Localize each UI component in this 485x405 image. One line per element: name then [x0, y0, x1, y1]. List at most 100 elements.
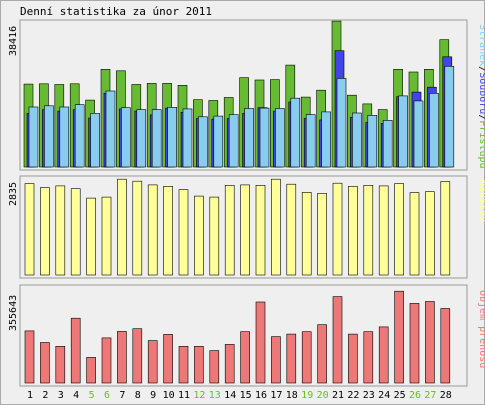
bar-pages — [275, 108, 285, 168]
panel-hits: 38416 Stránek/Souborů/Přístupů — [8, 19, 485, 171]
bar-visits — [409, 192, 420, 276]
x-tick-label: 8 — [135, 390, 141, 401]
bar-pages — [290, 97, 301, 168]
bar-visits — [178, 189, 189, 276]
bar-volume — [40, 342, 50, 384]
bar-volume — [332, 296, 343, 384]
bar-pages — [429, 93, 439, 168]
bar-volume — [394, 290, 404, 384]
bar-pages — [398, 95, 408, 168]
bar-visits — [70, 188, 81, 276]
bar-volume — [301, 331, 312, 384]
bar-visits — [255, 185, 266, 276]
bar-visits — [394, 183, 404, 276]
bar-visits — [101, 196, 112, 276]
x-tick-label: 26 — [409, 390, 421, 401]
bar-pages — [352, 112, 362, 168]
x-tick-label: 20 — [317, 390, 329, 401]
bar-volume — [240, 331, 250, 384]
x-tick-label: 6 — [104, 390, 110, 401]
bar-volume — [224, 344, 235, 384]
bar-volume — [440, 308, 451, 384]
bar-pages — [382, 120, 393, 168]
bar-volume — [425, 301, 435, 384]
x-tick-label: 16 — [255, 390, 267, 401]
x-axis-labels: 1 2 3 4 5 6 7 8 9 10 11 12 13 14 15 16 17 18 19 20 21 22 23 24 2… — [27, 390, 452, 401]
bars-visits — [24, 178, 451, 276]
bar-pages — [228, 114, 239, 168]
bar-visits — [117, 178, 127, 276]
bar-volume — [209, 350, 220, 384]
bar-volume — [117, 331, 127, 384]
bar-volume — [101, 337, 112, 384]
bars-hits — [23, 20, 455, 168]
bar-volume — [255, 301, 266, 384]
x-tick-label: 17 — [270, 390, 282, 401]
bar-visits — [348, 186, 358, 276]
bar-volume — [194, 345, 204, 384]
bar-visits — [132, 180, 143, 276]
bar-volume — [378, 326, 389, 384]
bar-pages — [121, 107, 131, 168]
bar-pages — [90, 113, 100, 168]
x-tick-label: 18 — [286, 390, 298, 401]
x-tick-label: 24 — [378, 390, 390, 401]
bar-visits — [440, 181, 451, 276]
x-tick-label: 28 — [440, 390, 452, 401]
bar-volume — [132, 328, 143, 384]
bar-visits — [224, 185, 235, 276]
x-tick-label: 2 — [42, 390, 48, 401]
bar-visits — [147, 184, 158, 276]
legend-volume: Objem přenosu — [477, 290, 485, 368]
x-tick-label: 25 — [394, 390, 406, 401]
bar-visits — [317, 193, 327, 276]
x-tick-label: 22 — [347, 390, 359, 401]
bar-volume — [363, 331, 374, 384]
bar-visits — [24, 183, 35, 276]
bar-pages — [59, 106, 70, 168]
bar-pages — [213, 115, 224, 168]
x-tick-label: 7 — [119, 390, 125, 401]
bar-visits — [240, 184, 250, 276]
x-tick-label: 10 — [163, 390, 175, 401]
x-tick-label: 11 — [178, 390, 190, 401]
bar-visits — [209, 196, 220, 276]
bar-pages — [305, 114, 316, 168]
x-tick-label: 1 — [27, 390, 33, 401]
x-tick-label: 19 — [301, 390, 313, 401]
bar-pages — [105, 90, 116, 168]
x-tick-label: 21 — [332, 390, 344, 401]
bar-visits — [301, 192, 312, 276]
x-tick-label: 14 — [224, 390, 236, 401]
bar-pages — [44, 105, 54, 168]
panel-visits: 2835 Návštěv — [8, 175, 485, 279]
bar-pages — [167, 107, 177, 168]
x-tick-label: 27 — [424, 390, 436, 401]
legend-hits: Stránek/Souborů/Přístupů — [477, 24, 485, 169]
bar-visits — [271, 178, 281, 276]
legend-pages: Stránek — [477, 24, 485, 66]
bar-pages — [367, 115, 378, 168]
bar-volume — [70, 317, 81, 384]
bar-visits — [425, 191, 435, 276]
bar-pages — [151, 109, 162, 168]
bar-volume — [163, 334, 173, 384]
bar-visits — [86, 197, 96, 276]
bar-visits — [40, 187, 50, 276]
chart-title: Denní statistika za únor 2011 — [20, 5, 212, 18]
x-tick-label: 4 — [73, 390, 79, 401]
bar-pages — [336, 78, 347, 168]
bar-volume — [286, 333, 297, 384]
legend-hitcount: Přístupů — [477, 120, 485, 168]
bar-pages — [74, 104, 85, 168]
x-tick-label: 13 — [209, 390, 221, 401]
bar-volume — [271, 336, 281, 384]
legend-files: Souborů — [477, 72, 485, 114]
bar-volume — [147, 340, 158, 384]
bar-pages — [321, 111, 331, 168]
bar-visits — [194, 195, 204, 276]
bar-volume — [409, 303, 420, 384]
ymax-volume: 355643 — [8, 295, 19, 331]
bar-pages — [182, 108, 193, 168]
bar-visits — [286, 183, 297, 276]
